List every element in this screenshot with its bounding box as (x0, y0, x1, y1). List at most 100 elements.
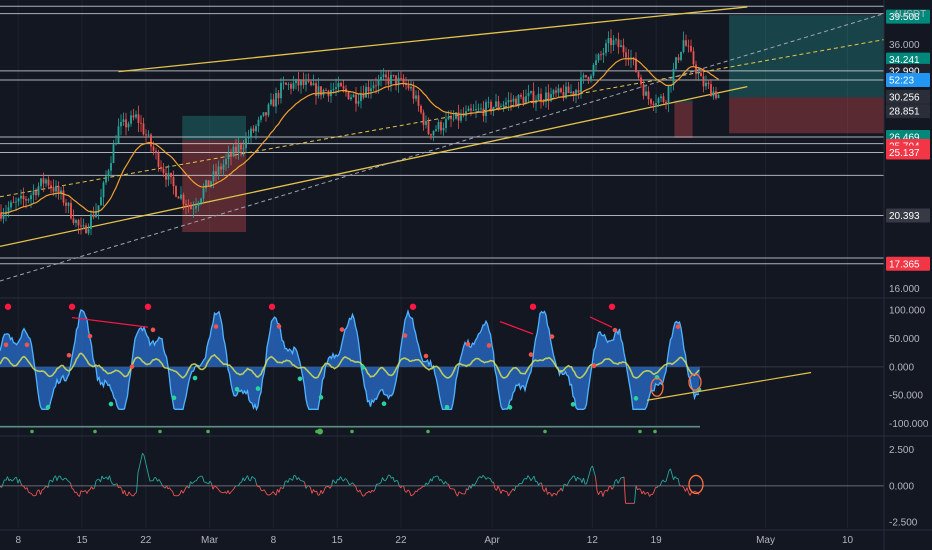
candle-body[interactable] (582, 75, 585, 78)
candle-body[interactable] (537, 93, 540, 100)
candle-body[interactable] (375, 85, 377, 87)
candle-body[interactable] (202, 188, 205, 199)
candle-body[interactable] (302, 79, 305, 85)
divergence-line[interactable] (71, 316, 149, 328)
candle-body[interactable] (325, 89, 327, 91)
candle-body[interactable] (312, 83, 315, 86)
candle-body[interactable] (407, 85, 410, 89)
candle-body[interactable] (565, 86, 567, 99)
candle-body[interactable] (30, 195, 32, 200)
candle-body[interactable] (475, 109, 477, 111)
divergence-marker[interactable] (529, 303, 537, 310)
candle-body[interactable] (357, 101, 360, 104)
candle-body[interactable] (232, 146, 235, 157)
candle-body[interactable] (435, 129, 437, 132)
candle-body[interactable] (405, 83, 407, 86)
candle-body[interactable] (665, 101, 667, 104)
position-loss-zone[interactable] (182, 140, 247, 233)
candle-body[interactable] (2, 214, 5, 219)
candle-body[interactable] (347, 92, 350, 100)
candle-body[interactable] (700, 72, 702, 77)
candle-body[interactable] (122, 119, 125, 123)
candle-body[interactable] (255, 126, 257, 132)
candle-body[interactable] (262, 112, 265, 116)
candle-body[interactable] (245, 138, 247, 149)
divergence-marker[interactable] (268, 303, 276, 310)
candle-body[interactable] (350, 97, 352, 100)
candle-body[interactable] (35, 190, 37, 196)
candle-body[interactable] (532, 91, 535, 104)
candle-body[interactable] (297, 79, 300, 86)
candle-body[interactable] (125, 119, 127, 128)
candle-body[interactable] (185, 203, 187, 206)
candle-body[interactable] (217, 166, 220, 175)
candle-body[interactable] (265, 112, 267, 116)
candle-body[interactable] (690, 45, 692, 52)
candle-body[interactable] (182, 194, 185, 204)
candle-body[interactable] (425, 121, 427, 125)
oscillator-pane[interactable] (0, 303, 884, 435)
candle-body[interactable] (127, 123, 130, 128)
candle-body[interactable] (290, 84, 292, 89)
candle-body[interactable] (492, 106, 495, 111)
divergence-line[interactable] (589, 316, 613, 328)
candle-body[interactable] (427, 121, 430, 135)
candle-body[interactable] (157, 152, 160, 167)
candle-body[interactable] (70, 202, 72, 219)
candle-body[interactable] (12, 202, 15, 204)
candle-body[interactable] (270, 99, 272, 105)
candle-body[interactable] (27, 199, 30, 201)
candle-body[interactable] (567, 86, 570, 93)
candle-body[interactable] (382, 74, 385, 77)
candle-body[interactable] (60, 190, 62, 194)
candle-body[interactable] (307, 81, 310, 82)
candle-body[interactable] (112, 144, 115, 163)
candle-body[interactable] (395, 75, 397, 86)
candle-body[interactable] (20, 195, 22, 199)
candle-body[interactable] (82, 225, 85, 227)
candle-body[interactable] (152, 146, 155, 151)
price-tag[interactable] (886, 208, 930, 223)
position-profit-zone[interactable] (674, 100, 693, 103)
position-loss-zone[interactable] (729, 97, 884, 134)
candle-body[interactable] (607, 37, 610, 44)
candle-body[interactable] (285, 82, 287, 85)
candle-body[interactable] (587, 77, 590, 80)
price-tag[interactable] (886, 256, 930, 271)
candle-body[interactable] (267, 104, 270, 116)
candle-body[interactable] (517, 95, 520, 107)
currency-label[interactable]: 4 USDT (893, 9, 926, 20)
candle-body[interactable] (65, 202, 67, 206)
candle-body[interactable] (637, 71, 640, 78)
candle-body[interactable] (0, 212, 2, 219)
candle-body[interactable] (385, 74, 387, 78)
candle-body[interactable] (570, 91, 572, 93)
candle-body[interactable] (32, 190, 35, 196)
candle-body[interactable] (520, 95, 522, 97)
candle-body[interactable] (120, 122, 122, 127)
candle-body[interactable] (457, 112, 460, 121)
candle-body[interactable] (577, 89, 580, 93)
candle-body[interactable] (650, 99, 652, 104)
candle-body[interactable] (442, 128, 445, 131)
candle-body[interactable] (400, 77, 402, 79)
candle-body[interactable] (360, 94, 362, 102)
divergence-marker[interactable] (608, 303, 616, 310)
candle-body[interactable] (672, 68, 675, 86)
candle-body[interactable] (282, 82, 285, 84)
candle-body[interactable] (87, 228, 90, 234)
candle-body[interactable] (205, 180, 207, 189)
candle-body[interactable] (447, 116, 450, 120)
candle-body[interactable] (67, 202, 70, 206)
candle-body[interactable] (372, 85, 375, 89)
candle-body[interactable] (335, 87, 337, 90)
price-tag[interactable] (886, 89, 930, 104)
candle-body[interactable] (552, 90, 555, 95)
candle-body[interactable] (220, 166, 222, 170)
candle-body[interactable] (560, 88, 562, 93)
countdown-tag[interactable] (886, 72, 930, 87)
highlight-circle[interactable] (650, 377, 664, 397)
candle-body[interactable] (340, 82, 342, 87)
candle-body[interactable] (505, 102, 507, 105)
candle-body[interactable] (450, 116, 452, 120)
